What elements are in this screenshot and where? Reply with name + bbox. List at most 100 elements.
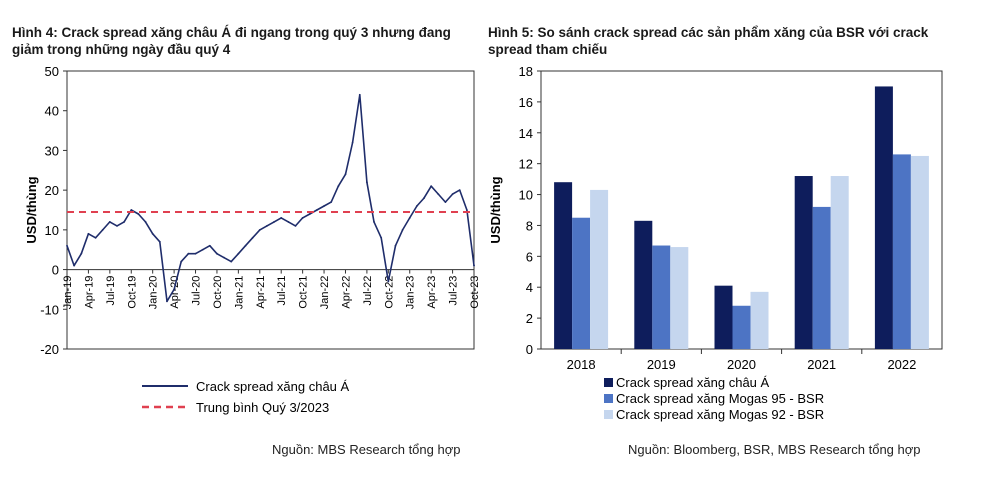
right-bar [572,217,591,349]
left-series-point [330,201,333,203]
left-series-point [73,264,76,267]
left-series-point [144,221,147,223]
right-x-tick-label: 2019 [647,357,676,372]
left-series-point [444,201,447,203]
left-x-tick-label: Oct-19 [126,276,138,309]
left-series-line [66,94,475,303]
left-series-point [458,189,461,192]
left-series-point [287,221,290,223]
left-series-point [394,244,397,247]
right-bar [874,86,893,349]
right-y-tick-label: 8 [526,218,533,233]
left-x-tick-label: Jan-23 [405,276,417,310]
right-bar [554,182,573,349]
right-bar [910,155,929,349]
left-plot-frame [66,70,475,350]
left-series-point [415,205,418,207]
left-x-tick-label: Oct-20 [212,276,224,309]
left-series-point [473,264,475,267]
right-bar [634,220,653,349]
left-series-point [437,193,440,196]
right-chart-title-text: So sánh crack spread các sản phẩm xăng c… [488,25,929,57]
right-bar [670,247,689,349]
left-y-tick-label: 40 [45,104,59,119]
right-y-tick-label: 16 [519,95,533,110]
left-series-point [180,260,183,263]
left-series-point [130,209,133,211]
right-x-tick-label: 2018 [567,357,596,372]
left-chart-title: Hình 4: Crack spread xăng châu Á đi ngan… [12,24,482,58]
left-series-point [87,232,90,235]
left-series-point [123,221,126,223]
left-series-point [358,93,361,96]
left-y-tick-label: 30 [45,143,59,158]
right-legend-label: Crack spread xăng châu Á [616,375,770,390]
left-series-point [351,141,354,144]
left-series-point [216,252,218,255]
right-legend-swatch [604,394,613,403]
left-series-point [94,236,97,239]
right-y-tick-label: 12 [519,157,533,172]
left-x-tick-label: Oct-21 [298,276,310,309]
left-series-point [166,300,168,303]
right-y-tick-label: 10 [519,188,533,203]
left-series-point [365,181,368,184]
left-series-point [387,280,390,283]
left-x-tick-label: Jan-22 [319,276,331,310]
left-legend-label: Trung bình Quý 3/2023 [196,400,329,415]
left-series-point [208,244,211,247]
left-series-point [337,185,340,188]
left-series-point [101,228,104,231]
left-series-point [451,193,454,196]
left-x-tick-label: Apr-20 [169,276,181,309]
left-series-point [408,217,411,219]
left-y-axis-title: USD/thùng [24,176,39,243]
left-y-tick-label: 10 [45,223,59,238]
left-series-point [223,256,225,259]
left-series-point [80,252,83,255]
left-x-tick-label: Jan-20 [148,276,160,310]
right-y-tick-label: 14 [519,126,533,141]
right-x-tick-label: 2020 [727,357,756,372]
left-series-point [323,205,325,207]
left-x-tick-label: Apr-21 [255,276,267,309]
left-y-tick-label: -10 [40,302,59,317]
left-series-point [151,232,154,235]
left-x-tick-label: Jan-21 [233,276,245,310]
left-series-point [116,224,118,227]
left-series-point [273,221,275,223]
right-x-tick-label: 2022 [887,357,916,372]
left-series-point [465,209,468,211]
left-series-point [194,252,197,255]
right-y-tick-label: 2 [526,311,533,326]
left-series-point [173,288,176,291]
left-series-point [373,221,375,223]
left-x-tick-label: Jul-23 [448,276,460,306]
right-bar [812,206,831,349]
left-series-point [294,224,297,227]
left-y-tick-label: 0 [52,263,59,278]
left-x-tick-label: Oct-23 [469,276,481,309]
left-x-tick-label: Apr-19 [83,276,95,309]
right-y-axis-title: USD/thùng [488,176,503,243]
left-x-tick-label: Apr-22 [340,276,352,309]
left-series-point [316,209,318,211]
left-x-tick-label: Jan-19 [62,276,74,310]
left-series-point [244,244,247,247]
left-series-point [308,213,311,215]
right-y-tick-label: 18 [519,64,533,79]
right-x-tick-label: 2021 [807,357,836,372]
right-legend-swatch [604,410,613,419]
left-y-tick-label: 50 [45,64,59,79]
left-chart-title-text: Crack spread xăng châu Á đi ngang trong … [12,25,451,57]
left-source-note: Nguồn: MBS Research tổng hợp [272,442,461,457]
left-series-point [201,248,204,251]
right-bar [732,305,751,349]
right-bar [714,285,733,349]
left-x-tick-label: Jul-21 [276,276,288,306]
right-bar [652,245,671,349]
left-series-point [187,252,190,255]
right-bar [892,154,911,349]
right-y-tick-label: 6 [526,249,533,264]
